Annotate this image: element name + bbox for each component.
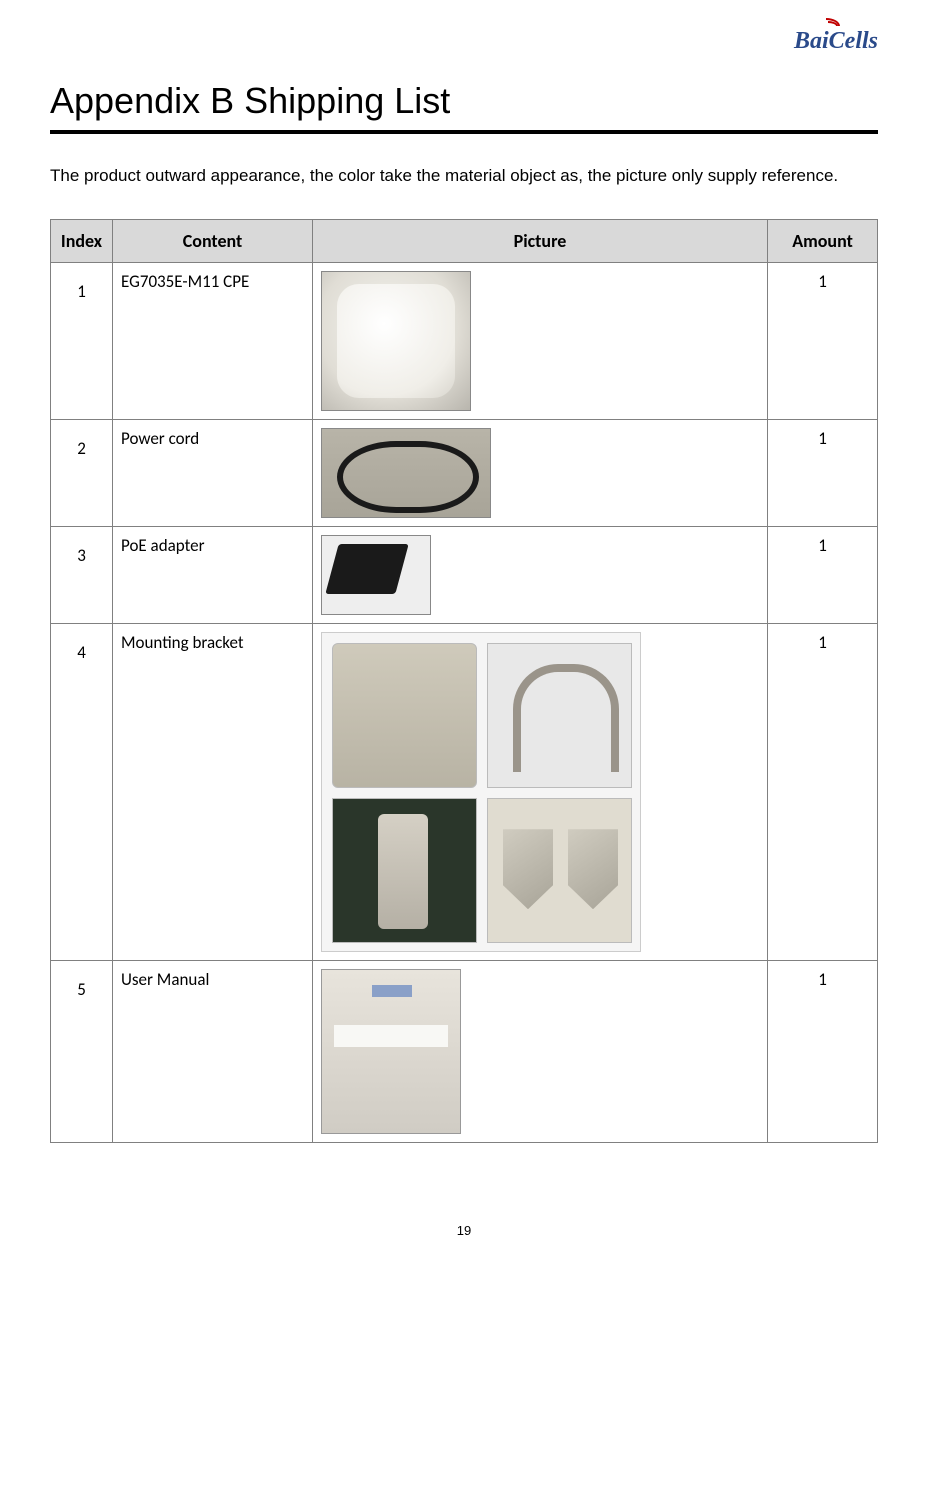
table-row: 2 Power cord 1	[51, 420, 878, 527]
cell-index: 5	[51, 961, 113, 1143]
cell-content: EG7035E-M11 CPE	[113, 263, 313, 420]
cell-amount: 1	[768, 420, 878, 527]
cell-picture	[313, 624, 768, 961]
brand-logo: BaiCells	[794, 20, 878, 55]
col-header-amount: Amount	[768, 220, 878, 263]
product-image-cord	[321, 428, 491, 518]
cell-picture	[313, 527, 768, 624]
cell-picture	[313, 961, 768, 1143]
cell-amount: 1	[768, 527, 878, 624]
title-rule	[50, 130, 878, 134]
product-image-cpe	[321, 271, 471, 411]
table-row: 5 User Manual 1	[51, 961, 878, 1143]
cell-amount: 1	[768, 263, 878, 420]
col-header-index: Index	[51, 220, 113, 263]
table-header-row: Index Content Picture Amount	[51, 220, 878, 263]
shipping-list-table: Index Content Picture Amount 1 EG7035E-M…	[50, 219, 878, 1143]
cell-index: 3	[51, 527, 113, 624]
col-header-content: Content	[113, 220, 313, 263]
header-logo-region: BaiCells	[50, 20, 878, 55]
page-title: Appendix B Shipping List	[50, 80, 878, 122]
logo-arc-icon	[826, 18, 840, 32]
cell-index: 2	[51, 420, 113, 527]
cell-amount: 1	[768, 624, 878, 961]
cell-picture	[313, 263, 768, 420]
product-image-manual	[321, 969, 461, 1134]
col-header-picture: Picture	[313, 220, 768, 263]
cell-index: 1	[51, 263, 113, 420]
cell-content: Power cord	[113, 420, 313, 527]
cell-content: PoE adapter	[113, 527, 313, 624]
cell-amount: 1	[768, 961, 878, 1143]
product-image-poe	[321, 535, 431, 615]
page-number: 19	[50, 1223, 878, 1238]
table-row: 1 EG7035E-M11 CPE 1	[51, 263, 878, 420]
table-row: 3 PoE adapter 1	[51, 527, 878, 624]
table-row: 4 Mounting bracket 1	[51, 624, 878, 961]
product-image-bracket	[321, 632, 641, 952]
cell-index: 4	[51, 624, 113, 961]
cell-content: Mounting bracket	[113, 624, 313, 961]
cell-picture	[313, 420, 768, 527]
intro-paragraph: The product outward appearance, the colo…	[50, 162, 878, 189]
cell-content: User Manual	[113, 961, 313, 1143]
